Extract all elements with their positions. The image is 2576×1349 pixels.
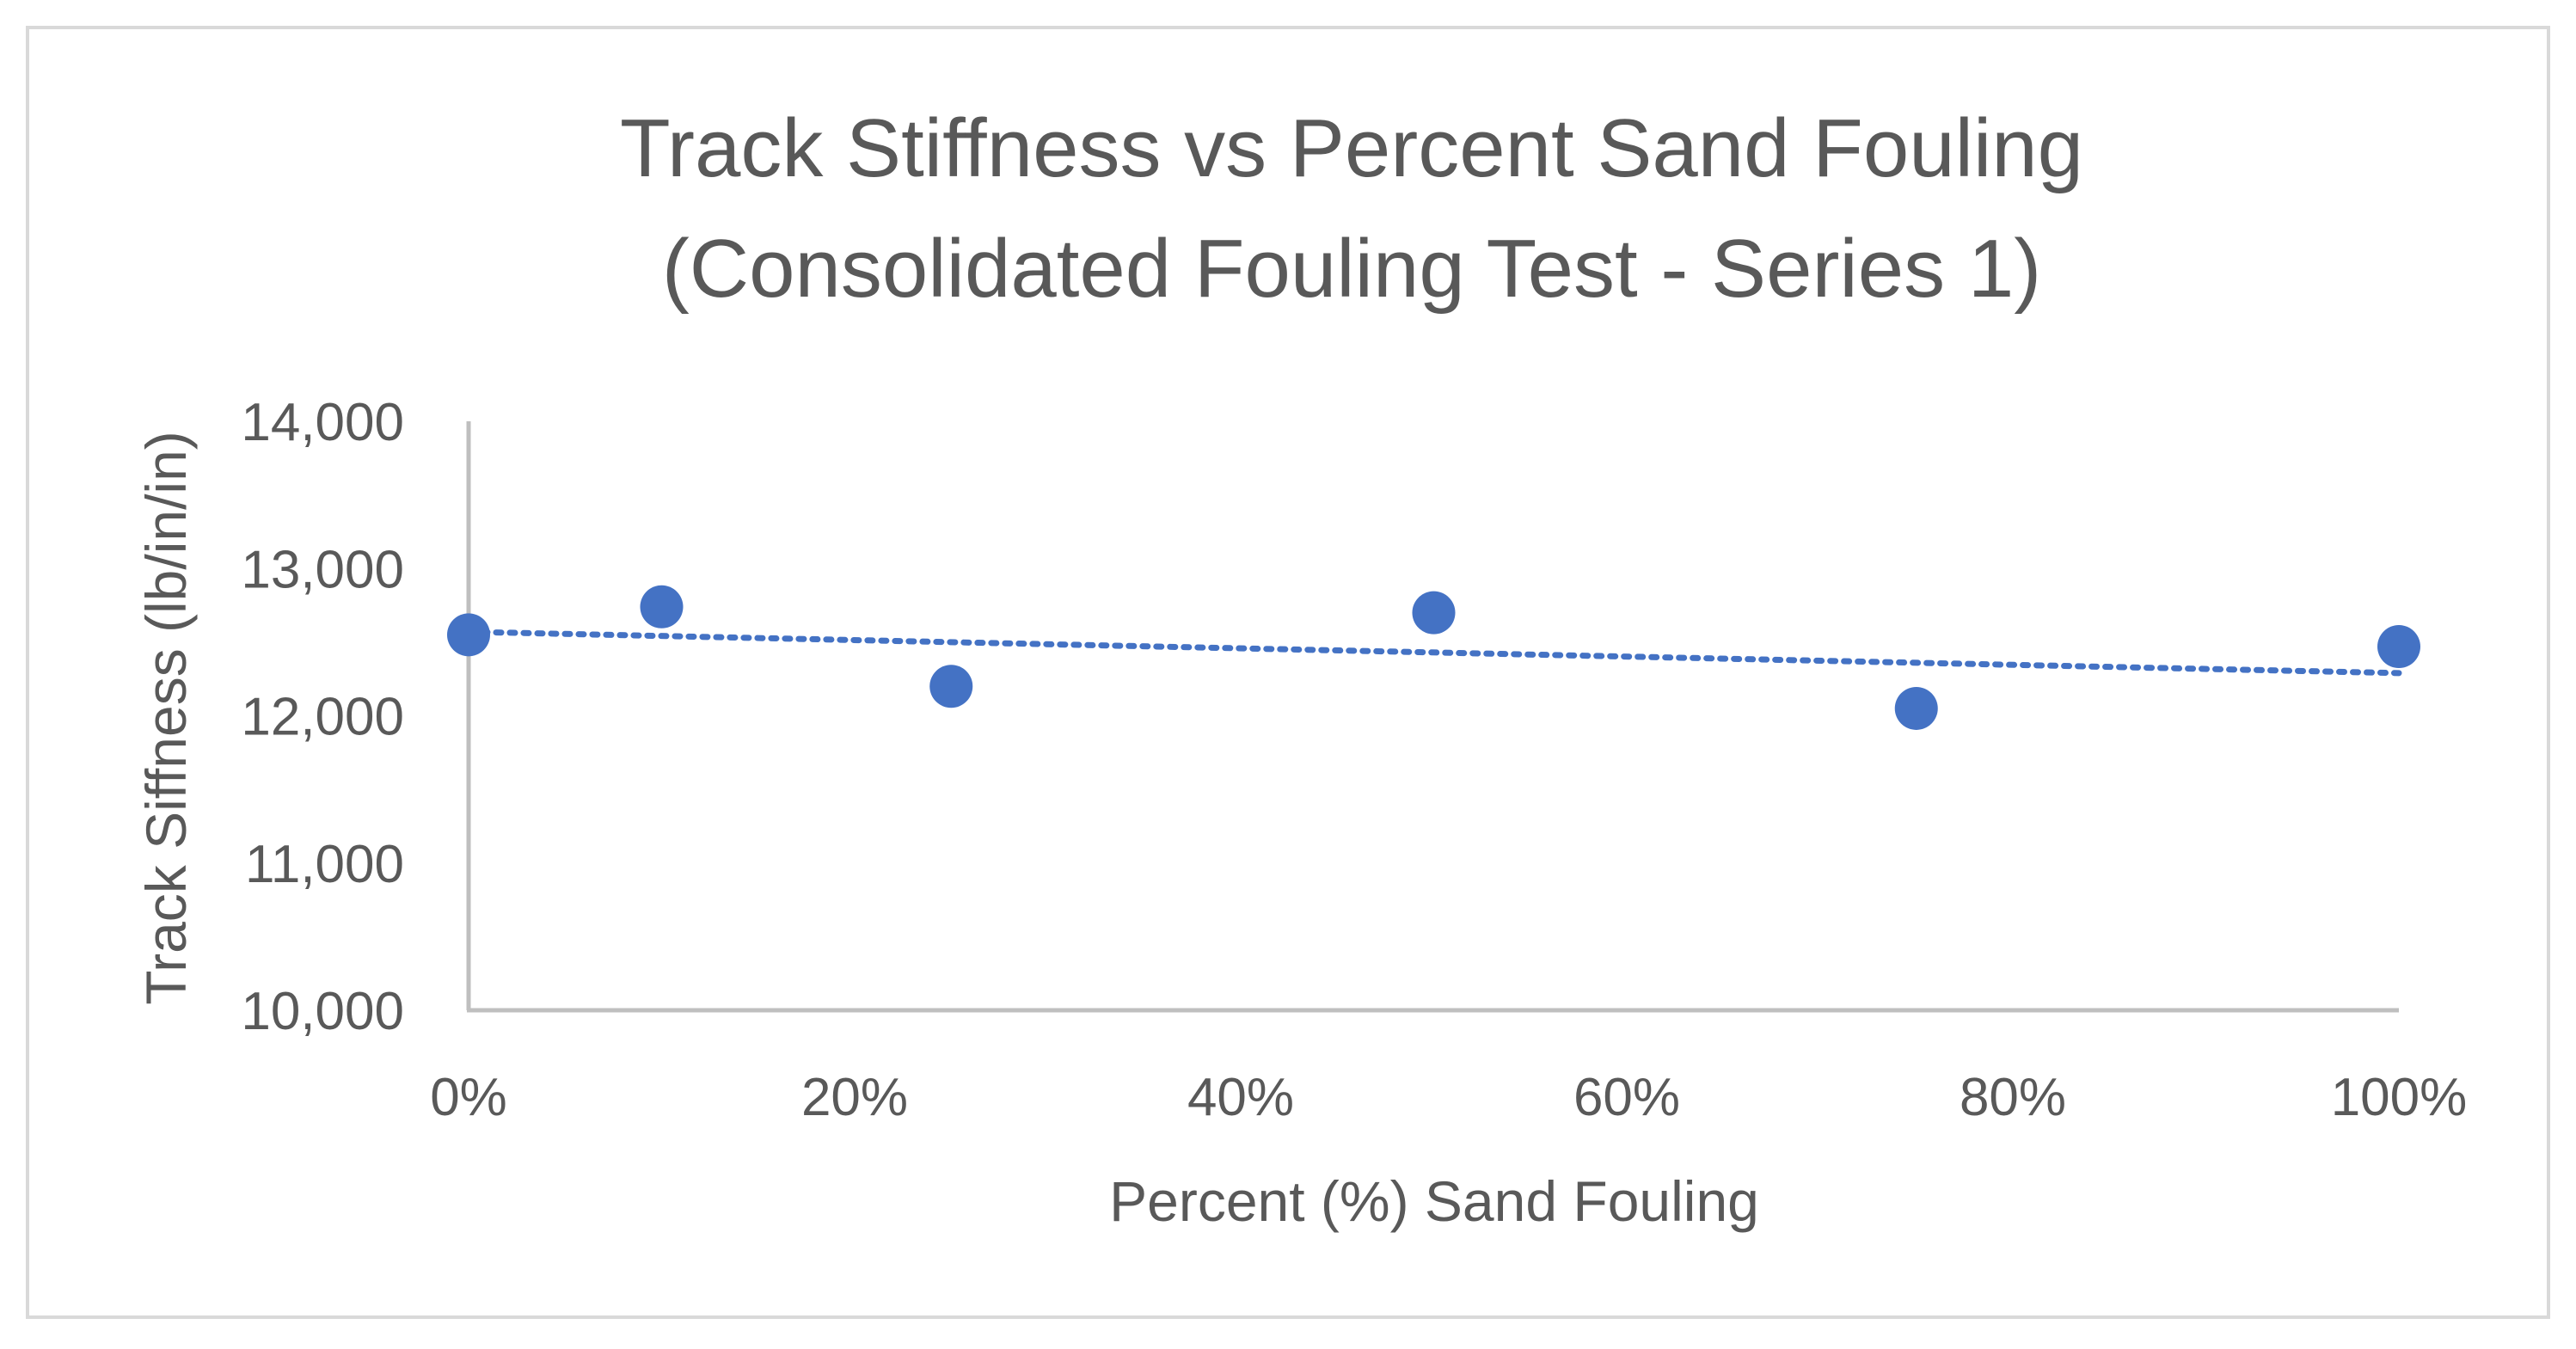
x-tick-label: 0% <box>430 1068 507 1127</box>
x-tick-label: 40% <box>1187 1068 1294 1127</box>
y-tick-label: 13,000 <box>241 540 404 599</box>
data-point <box>929 665 973 708</box>
y-tick-label: 12,000 <box>241 688 404 747</box>
data-points <box>447 585 2420 730</box>
y-tick-labels: 10,000 11,000 12,000 13,000 14,000 <box>241 393 404 1041</box>
y-tick-label: 14,000 <box>241 393 404 452</box>
linear-trendline <box>465 629 2402 677</box>
y-tick-label: 10,000 <box>241 982 404 1041</box>
chart-title-line-1: Track Stiffness vs Percent Sand Fouling <box>620 102 2083 194</box>
data-point <box>2377 625 2420 669</box>
data-point <box>1412 591 1456 635</box>
x-tick-label: 60% <box>1573 1068 1680 1127</box>
x-tick-label: 20% <box>801 1068 908 1127</box>
y-tick-label: 11,000 <box>245 835 404 894</box>
x-tick-label: 100% <box>2331 1068 2468 1127</box>
x-axis-title: Percent (%) Sand Fouling <box>1109 1169 1759 1233</box>
chart-title-line-2: (Consolidated Fouling Test - Series 1) <box>662 223 2041 315</box>
data-point <box>447 613 490 657</box>
y-axis-title: Track Siffness (lb/in/in) <box>134 431 198 1005</box>
data-point <box>640 585 684 629</box>
data-point <box>1894 686 1938 730</box>
chart-border <box>26 26 2550 1319</box>
x-tick-label: 80% <box>1960 1068 2066 1127</box>
x-tick-labels: 0% 20% 40% 60% 80% 100% <box>430 1068 2467 1127</box>
